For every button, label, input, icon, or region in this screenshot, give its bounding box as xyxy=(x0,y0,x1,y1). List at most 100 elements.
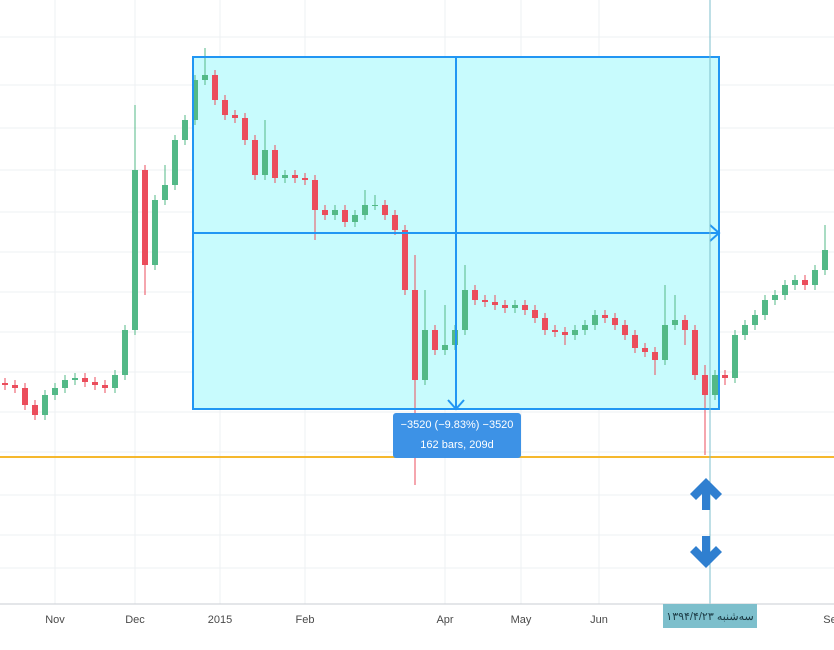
candle-body xyxy=(772,295,778,300)
scroll-up[interactable] xyxy=(690,478,722,510)
candle-body xyxy=(462,290,468,330)
candle-body xyxy=(582,325,588,330)
candle-body xyxy=(662,325,668,360)
x-tick-label: Dec xyxy=(125,614,145,626)
candle-body xyxy=(142,170,148,265)
candle-body xyxy=(202,75,208,80)
candle-body xyxy=(342,210,348,222)
candle-body xyxy=(752,315,758,325)
candle-body xyxy=(232,115,238,118)
candle-body xyxy=(742,325,748,335)
x-tick-label: 2015 xyxy=(208,614,232,626)
candle-body xyxy=(72,378,78,380)
candle-body xyxy=(812,270,818,285)
candle-body xyxy=(112,375,118,388)
candle-body xyxy=(362,205,368,215)
candle-body xyxy=(302,178,308,180)
candle-body xyxy=(722,375,728,378)
measure-tooltip xyxy=(393,413,521,458)
candle-body xyxy=(492,302,498,305)
candle-body xyxy=(152,200,158,265)
candle-body xyxy=(432,330,438,350)
x-tick-label: Nov xyxy=(45,614,65,626)
candle-body xyxy=(552,330,558,332)
candle-body xyxy=(652,352,658,360)
candle-body xyxy=(562,332,568,335)
candle-body xyxy=(402,230,408,290)
candle-body xyxy=(732,335,738,378)
candle-body xyxy=(192,80,198,120)
x-tick-label: Jun xyxy=(590,614,608,626)
candle-body xyxy=(782,285,788,295)
candle-body xyxy=(312,180,318,210)
candle-body xyxy=(32,405,38,415)
candle-body xyxy=(592,315,598,325)
candle-body xyxy=(512,305,518,308)
x-tick-label: Se xyxy=(823,614,834,626)
candle-body xyxy=(292,175,298,178)
date-label: سه‌شنبه ۱۳۹۴/۴/۲۳ xyxy=(666,611,753,623)
candle-body xyxy=(672,320,678,325)
candle-body xyxy=(122,330,128,375)
candle-body xyxy=(12,385,18,388)
candle-body xyxy=(282,175,288,178)
candle-body xyxy=(442,345,448,350)
candle-body xyxy=(2,383,8,385)
candle-body xyxy=(762,300,768,315)
candle-body xyxy=(602,315,608,318)
candle-body xyxy=(542,318,548,330)
scroll-down[interactable] xyxy=(690,536,722,568)
candle-body xyxy=(22,388,28,405)
candle-body xyxy=(172,140,178,185)
candle-body xyxy=(212,75,218,100)
candle-body xyxy=(572,330,578,335)
candle-body xyxy=(632,335,638,348)
candles xyxy=(2,48,828,485)
candle-body xyxy=(822,250,828,270)
date-label-box xyxy=(663,604,757,628)
candle-body xyxy=(52,388,58,395)
candle-body xyxy=(332,210,338,215)
candle-body xyxy=(132,170,138,330)
candle-body xyxy=(352,215,358,222)
candle-body xyxy=(622,325,628,335)
candle-body xyxy=(802,280,808,285)
measure-text: 162 bars, 209d xyxy=(420,439,493,451)
candle-body xyxy=(162,185,168,200)
candle-body xyxy=(692,330,698,375)
candle-body xyxy=(272,150,278,178)
candle-body xyxy=(422,330,428,380)
candle-body xyxy=(612,318,618,325)
candle-body xyxy=(392,215,398,230)
candle-body xyxy=(62,380,68,388)
candle-body xyxy=(682,320,688,330)
candle-body xyxy=(262,150,268,175)
candle-body xyxy=(242,118,248,140)
measure-text: −3520 (−9.83%) −3520 xyxy=(401,419,514,431)
candle-body xyxy=(482,300,488,302)
candle-body xyxy=(382,205,388,215)
candle-body xyxy=(222,100,228,115)
candle-body xyxy=(412,290,418,380)
candle-body xyxy=(82,378,88,382)
candle-body xyxy=(372,205,378,206)
candle-body xyxy=(322,210,328,215)
candle-body xyxy=(642,348,648,352)
candle-body xyxy=(472,290,478,300)
candle-body xyxy=(702,375,708,395)
candle-body xyxy=(792,280,798,285)
x-axis-labels: Nov Dec 2015 Feb Apr May Jun Se xyxy=(45,614,834,626)
x-tick-label: Feb xyxy=(296,614,315,626)
candle-body xyxy=(522,305,528,310)
candle-body xyxy=(102,385,108,388)
candle-body xyxy=(502,305,508,308)
candle-body xyxy=(252,140,258,175)
candle-body xyxy=(182,120,188,140)
candle-body xyxy=(712,375,718,395)
candle-body xyxy=(42,395,48,415)
x-tick-label: Apr xyxy=(436,614,453,626)
candle-body xyxy=(92,382,98,385)
measure-frame xyxy=(192,56,721,411)
